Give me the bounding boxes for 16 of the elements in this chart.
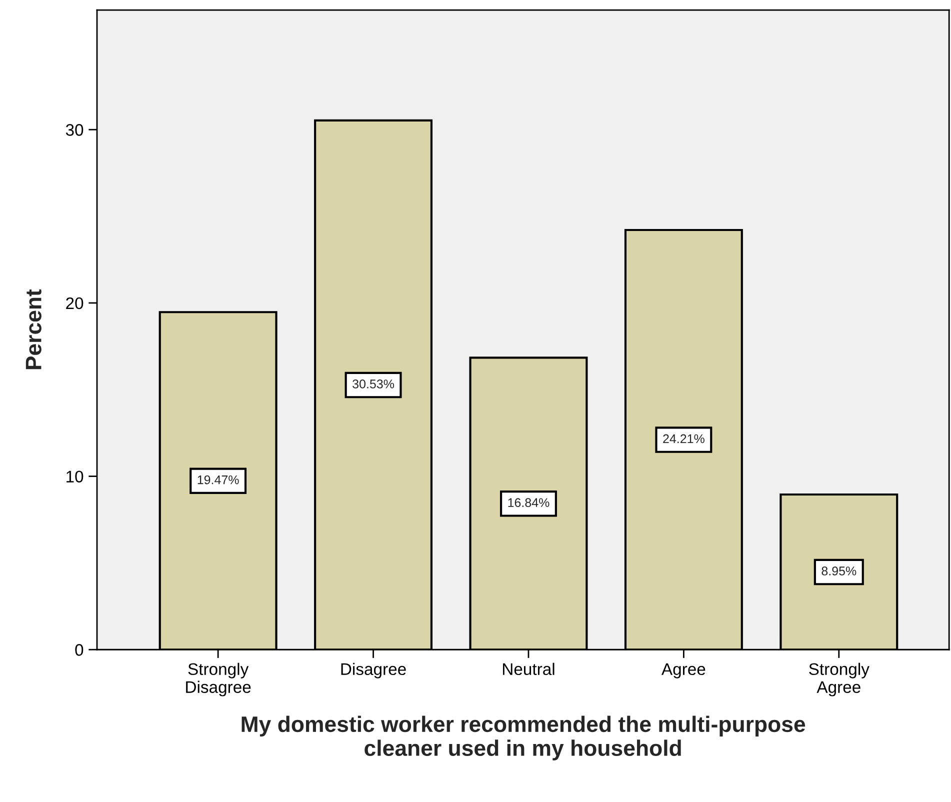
x-tick-label: Strongly Disagree xyxy=(186,662,251,696)
x-axis-title: My domestic worker recommended the multi-purpose cleaner used in my household xyxy=(242,716,806,760)
x-tick-label: Agree xyxy=(661,663,706,678)
data-label: 8.95% xyxy=(822,566,856,576)
data-label: 16.84% xyxy=(508,498,550,508)
y-tick-label: 20 xyxy=(66,297,84,310)
y-tick-label: 0 xyxy=(75,644,84,656)
x-tick-label: Strongly Agree xyxy=(809,662,870,696)
y-tick-label: 30 xyxy=(66,124,84,136)
x-tick-label: Disagree xyxy=(341,662,406,678)
data-label: 30.53% xyxy=(352,380,394,388)
y-axis-title: Percent xyxy=(26,289,42,370)
y-tick-label: 10 xyxy=(66,470,84,482)
data-label: 19.47% xyxy=(198,475,239,484)
data-label: 24.21% xyxy=(663,434,704,444)
x-tick-label: Neutral xyxy=(502,662,554,676)
